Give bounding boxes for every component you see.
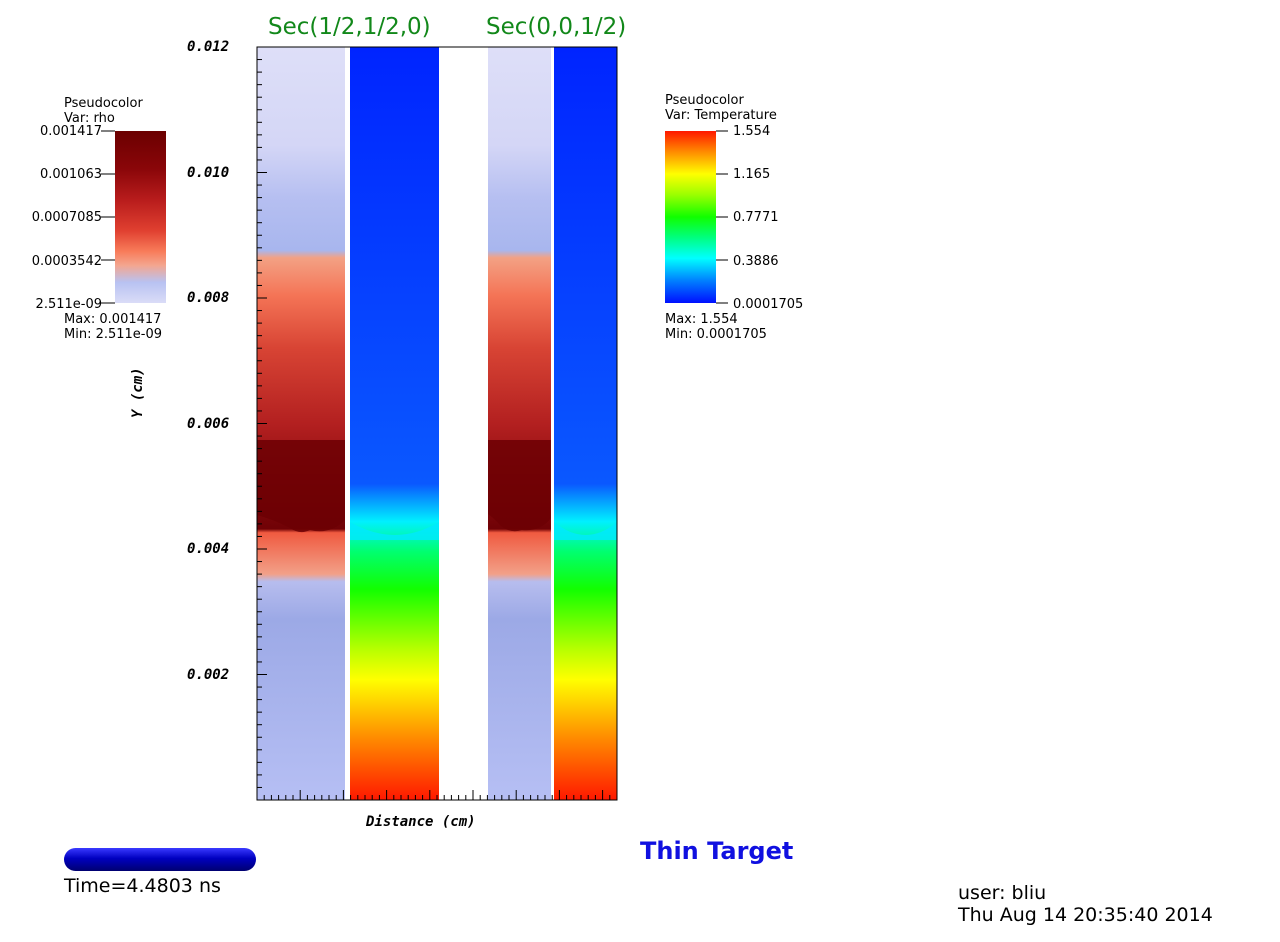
section-title-2: Sec(0,0,1/2)	[486, 14, 627, 40]
temp-tick-label: 0.3886	[733, 254, 779, 269]
y-axis-label: Y (cm)	[130, 367, 146, 418]
rho-tick-label: 0.0007085	[31, 210, 102, 225]
rho-legend-kind: Pseudocolor	[64, 96, 143, 111]
temp-tick-label: 0.0001705	[733, 297, 804, 312]
section-title-1: Sec(1/2,1/2,0)	[268, 14, 431, 40]
time-slider	[64, 848, 256, 871]
time-label: Time=4.4803 ns	[64, 875, 221, 897]
y-tick-label: 0.012	[187, 39, 230, 55]
y-tick-label: 0.002	[187, 667, 230, 683]
temp-legend-kind: Pseudocolor	[665, 93, 744, 108]
rho-max: Max: 0.001417	[64, 312, 162, 327]
y-tick-label: 0.006	[187, 416, 230, 432]
plot-title: Thin Target	[640, 837, 794, 865]
user-label: user: bliu	[958, 882, 1047, 904]
x-axis-label: Distance (cm)	[366, 814, 476, 830]
temp-tick-label: 0.7771	[733, 210, 779, 225]
temperature-strip-2	[554, 47, 617, 800]
rho-tick-label: 0.001063	[39, 167, 102, 182]
y-tick-label: 0.010	[187, 165, 230, 181]
rho-tick-label: 0.0003542	[31, 254, 102, 269]
rho-min: Min: 2.511e-09	[64, 327, 163, 342]
temp-tick-label: 1.165	[733, 167, 771, 182]
rho-legend-var: Var: rho	[64, 111, 115, 126]
rho-strip-1	[257, 47, 345, 800]
y-tick-label: 0.008	[187, 290, 230, 306]
y-tick-label: 0.004	[187, 541, 230, 557]
temperature-strip-1	[350, 47, 439, 800]
rho-colorbar	[115, 131, 166, 303]
rho-strip-2	[488, 47, 551, 800]
temp-legend-var: Var: Temperature	[665, 108, 777, 123]
temp-max: Max: 1.554	[665, 312, 738, 327]
temp-tick-label: 1.554	[733, 124, 771, 139]
rho-tick-label: 2.511e-09	[35, 297, 102, 312]
rho-tick-label: 0.001417	[39, 124, 102, 139]
temp-min: Min: 0.0001705	[665, 327, 767, 342]
temperature-colorbar	[665, 131, 716, 303]
date-label: Thu Aug 14 20:35:40 2014	[958, 904, 1213, 926]
